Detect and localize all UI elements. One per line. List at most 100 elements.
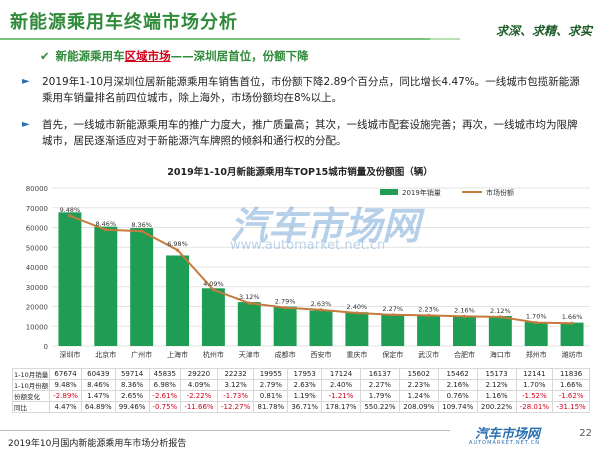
table-cell: 550.22% <box>359 401 400 413</box>
table-cell: 99.46% <box>114 401 150 413</box>
slide-header: 新能源乘用车终端市场分析 求深、求精、求实 <box>0 0 600 48</box>
table-cell: 60439 <box>80 368 116 380</box>
y-tick-label: 20000 <box>26 304 48 312</box>
table-cell: 0.76% <box>437 390 478 402</box>
table-cell: 8.46% <box>80 379 116 391</box>
x-tick-label: 武汉市 <box>418 350 439 359</box>
x-tick-label: 西安市 <box>311 350 332 359</box>
share-point <box>570 321 574 325</box>
table-cell: 1.24% <box>398 390 439 402</box>
bar <box>452 315 476 346</box>
data-table: 1-10月销量 67674 60439 59714 45835 29220 22232 199… <box>11 368 590 413</box>
x-tick-label: 杭州市 <box>203 350 224 359</box>
bullet-point: ► 首先，一线城市新能源乘用车的推广力度大，推广质量高；其次，一线城市配套设施完… <box>22 117 584 149</box>
bar <box>560 322 584 346</box>
share-data-label: 2.79% <box>275 298 296 306</box>
subheading-suffix: ——深圳居首位，份额下降 <box>170 49 309 63</box>
legend-label-sales: 2019年销量 <box>402 188 441 197</box>
y-tick-label: 80000 <box>26 185 48 193</box>
legend-label-share: 市场份额 <box>486 188 514 197</box>
subheading-prefix: 新能源乘用车 <box>55 49 125 63</box>
table-cell: 4.47% <box>49 401 82 413</box>
table-row: 1-10月份额 9.48% 8.46% 8.36% 6.98% 4.09% 3.12% 2.7… <box>11 379 590 391</box>
table-row-label: 同比 <box>11 401 51 413</box>
table-cell: 16137 <box>359 368 400 380</box>
table-row-label: 份额变化 <box>11 390 51 402</box>
table-cell: 59714 <box>114 368 150 380</box>
bar <box>273 306 297 346</box>
share-data-label: 9.48% <box>60 206 81 214</box>
share-point <box>247 301 251 305</box>
page-number: 22 <box>579 428 592 439</box>
table-cell: -1.73% <box>216 390 255 402</box>
table-cell: 109.74% <box>437 401 478 413</box>
table-cell: 1.47% <box>80 390 116 402</box>
subheading-highlight: 区域市场 <box>124 49 171 63</box>
table-cell: 36.71% <box>287 401 323 413</box>
bar <box>166 255 190 346</box>
share-point <box>498 315 502 319</box>
table-cell: 2.40% <box>321 379 361 391</box>
table-cell: 19955 <box>253 368 289 380</box>
table-cell: -1.21% <box>321 390 361 402</box>
bar <box>381 314 405 346</box>
share-data-label: 8.36% <box>131 221 152 229</box>
bullet-text: 首先，一线城市新能源乘用车的推广力度大，推广质量高；其次，一线城市配套设施完善；… <box>42 119 578 147</box>
table-row-label: 1-10月销量 <box>11 368 51 380</box>
table-cell: 45835 <box>148 368 182 380</box>
share-data-label: 2.63% <box>311 300 332 308</box>
share-point <box>175 248 180 252</box>
table-cell: -1.62% <box>552 390 590 402</box>
table-cell: 1.66% <box>552 379 590 391</box>
y-tick-label: 60000 <box>26 225 48 233</box>
y-tick-label: 30000 <box>26 284 48 292</box>
x-tick-label: 海口市 <box>490 350 511 359</box>
share-point <box>534 321 538 325</box>
table-cell: -2.22% <box>180 390 218 402</box>
share-point <box>104 228 108 232</box>
table-cell: 81.78% <box>253 401 289 413</box>
table-cell: 22232 <box>216 368 255 380</box>
x-tick-label: 成都市 <box>275 350 296 359</box>
share-data-label: 2.40% <box>347 303 368 311</box>
y-tick-label: 50000 <box>26 244 48 252</box>
bar <box>417 315 441 346</box>
bar <box>58 212 82 346</box>
table-row: 份额变化 -2.89% 1.47% 2.65% -2.61% -2.22% -1.73% 0.… <box>11 390 590 402</box>
table-cell: 8.36% <box>114 379 150 391</box>
share-data-label: 2.23% <box>418 305 439 313</box>
x-tick-label: 合肥市 <box>454 350 475 359</box>
table-row-label: 1-10月份额 <box>11 379 51 391</box>
share-data-label: 1.66% <box>562 313 583 321</box>
table-cell: 15462 <box>437 368 478 380</box>
table-cell: 1.70% <box>515 379 554 391</box>
table-row: 1-10月销量 67674 60439 59714 45835 29220 22232 199… <box>11 368 590 380</box>
table-cell: 15602 <box>398 368 439 380</box>
share-point <box>140 229 144 233</box>
table-cell: -31.15% <box>552 401 590 413</box>
table-cell: -1.52% <box>515 390 554 402</box>
slogan: 求深、求精、求实 <box>495 24 592 38</box>
share-point <box>427 313 431 317</box>
table-cell: 15173 <box>476 368 517 380</box>
table-cell: 2.16% <box>437 379 478 391</box>
table-row: 同比 4.47% 64.89% 99.46% -0.75% -11.66% -12.27% 8… <box>11 401 590 413</box>
bar <box>201 288 225 346</box>
table-cell: 1.79% <box>359 390 400 402</box>
arrow-bullet-icon: ► <box>22 76 30 87</box>
table-cell: 17953 <box>287 368 323 380</box>
table-cell: 0.81% <box>253 390 289 402</box>
share-point <box>283 306 287 310</box>
header-rule-light <box>430 38 460 40</box>
table-cell: 2.63% <box>287 379 323 391</box>
table-cell: 1.19% <box>287 390 323 402</box>
share-point <box>391 313 395 317</box>
table-cell: 11836 <box>552 368 590 380</box>
table-cell: 9.48% <box>49 379 82 391</box>
bar <box>130 228 154 346</box>
share-data-label: 6.98% <box>167 240 188 248</box>
brand-logo: 汽车市场网 <box>474 427 540 442</box>
table-cell: 17124 <box>321 368 361 380</box>
table-cell: 2.65% <box>114 390 150 402</box>
x-tick-label: 保定市 <box>382 350 403 359</box>
